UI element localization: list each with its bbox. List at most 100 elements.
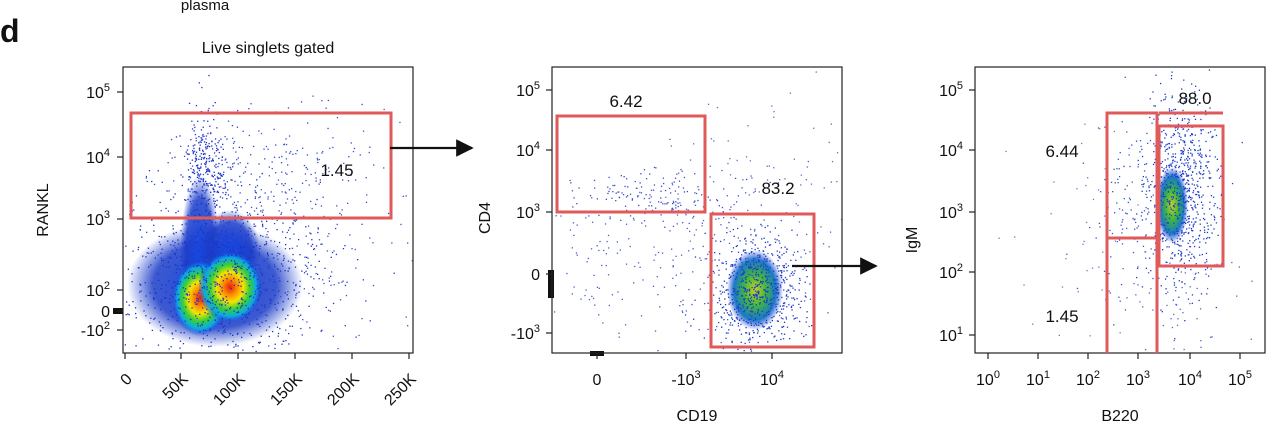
panel-3-dot [1175,303,1177,306]
panel-2-dot [752,336,754,339]
panel-2-dot [792,315,794,317]
panel-3-dot [1150,196,1153,198]
panel-2-dot [626,178,628,180]
panel-2-dot [803,300,806,302]
panel-3-dot [1169,202,1171,205]
panel-1-dot [230,288,233,290]
panel-1-dot [197,174,199,176]
panel-3-dot [1076,188,1078,190]
panel-1-dot [160,210,162,212]
panel-1-dot [200,256,202,259]
panel-2-dot [735,266,737,268]
panel-2-dot [757,284,759,286]
panel-1-dot [206,308,208,310]
panel-1-dot [210,160,213,162]
panel-1-dot [285,143,288,146]
panel-1-dot [178,283,181,285]
panel-3-dot [1144,235,1147,237]
panel-2-dot [730,206,732,208]
panel-1-dot [201,324,203,326]
panel-1-dot [249,228,251,230]
panel-3-dot [1166,213,1168,215]
panel-1-dot [172,240,174,242]
panel-2-dot [747,322,749,324]
panel-1-dot [206,222,208,225]
panel-3-dot [1198,171,1200,173]
panel-1-dot [192,152,194,154]
panel-2-dot [798,282,800,285]
panel-1-dot [197,164,199,166]
panel-3-dot [1161,195,1163,197]
panel-1-dot [270,240,272,242]
panel-3-dot [1154,185,1156,188]
panel-2-dot [782,338,785,340]
panel-1-dot [198,158,200,160]
panel-2-dot [748,265,750,268]
panel-3-dot [1169,262,1171,264]
panel-1-dot [292,303,294,305]
panel-2-dot [598,287,600,289]
panel-3-dot [1187,221,1189,224]
panel-1-dot [298,239,300,241]
panel-1-dot [188,176,190,178]
panel-1-dot [207,170,209,172]
panel-1-dot [202,241,205,243]
panel-3-dot [1186,182,1188,184]
panel-3-dot [1141,148,1143,151]
panel-3-dot [1168,217,1171,219]
panel-2-dot [619,249,621,251]
panel-1-dot [236,270,238,272]
panel-2-dot [735,317,737,319]
panel-1-dot [176,268,178,270]
panel-1-dot [197,237,199,239]
panel-1-dot [258,264,260,266]
panel-1-dot [407,325,409,327]
panel-3-dot [1191,133,1193,135]
panel-3-dot [1178,142,1180,144]
panel-1-dot [175,289,178,291]
panel-2-dot [709,165,711,167]
panel-3-dot [1199,149,1201,151]
panel-1-dot [204,153,206,155]
panel-1-dot [207,173,209,175]
panel-1-dot [175,231,177,234]
panel-1-dot [311,243,314,246]
panel-1-dot [184,199,186,201]
panel-1-dot [214,138,217,140]
panel-2-dot [736,245,738,247]
panel-1-dot [312,95,314,97]
panel-2-dot [774,279,776,281]
panel-3-dot [1177,177,1180,179]
panel-3-dot [1177,132,1179,134]
panel-3-dot [1190,199,1192,201]
panel-2-dot [787,289,789,291]
panel-3-dot [1161,141,1163,143]
panel-3-dot [1171,143,1173,146]
panel-2-dot [785,316,787,318]
panel-1-dot [233,249,235,252]
panel-3-dot [1134,228,1136,230]
panel-3-dot [1173,266,1175,269]
panel-3-dot [1182,103,1184,105]
panel-3-dot [1210,195,1213,197]
panel-1-dot [207,167,209,170]
panel-1-dot [215,155,217,157]
panel-1-dot [165,284,167,286]
panel-1-dot [277,268,279,271]
panel-2-dot [754,286,756,288]
panel-1-dot [219,196,222,198]
panel-1-dot [217,276,219,278]
panel-2-dot [749,267,751,269]
panel-1-dot [206,184,208,186]
panel-3-dot [1170,214,1172,217]
panel-3-dot [1161,232,1163,234]
panel-1-dot [217,177,219,179]
panel-1-dot [235,255,237,257]
panel-1-dot [214,227,216,229]
panel-2-dot [722,211,724,213]
panel-1-dot [199,181,201,183]
panel-1-dot [273,195,275,197]
panel-3-dot [1182,222,1184,224]
panel-1-dot [238,253,241,255]
panel-1-dot [187,153,189,155]
